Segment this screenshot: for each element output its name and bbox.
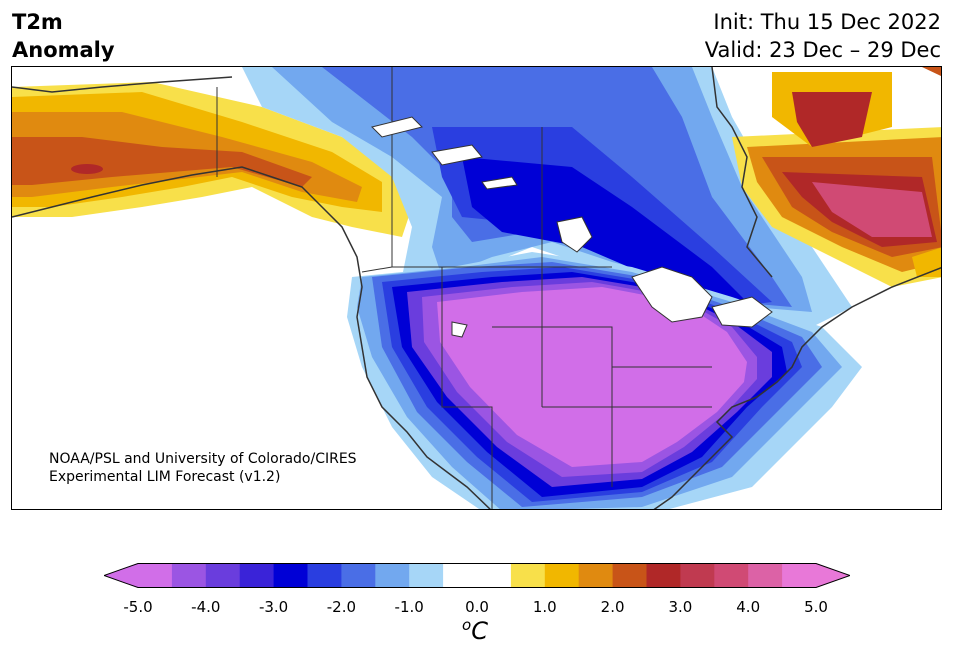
eastern-canada-warm-region: [732, 67, 941, 287]
credit-line-1: NOAA/PSL and University of Colorado/CIRE…: [49, 451, 357, 467]
colorbar-tick-label: 5.0: [804, 598, 828, 616]
colorbar-segment: [782, 563, 817, 588]
anomaly-map[interactable]: [11, 66, 942, 510]
colorbar-extend-left: [104, 563, 138, 588]
colorbar-segment: [409, 563, 444, 588]
colorbar-segment: [578, 563, 614, 588]
water-bodies: [371, 116, 773, 338]
colorbar-ticks: -5.0 -4.0 -3.0 -2.0 -1.0 0.0 1.0 2.0 3.0 4.0 5.0: [0, 598, 953, 618]
colorbar-segment: [307, 563, 342, 588]
unit-superscript: o: [462, 616, 472, 634]
coastlines: [12, 67, 941, 509]
colorbar-segment: [510, 563, 546, 588]
colorbar-segment: [239, 563, 275, 588]
title-line-2: Anomaly: [12, 38, 115, 62]
colorbar-tick-label: -4.0: [191, 598, 221, 616]
credit-text: NOAA/PSL and University of Colorado/CIRE…: [49, 450, 357, 486]
unit-base: C: [471, 617, 488, 645]
colorbar-tick-label: 1.0: [532, 598, 557, 616]
colorbar-segment: [477, 563, 512, 588]
colorbar-segment: [138, 563, 173, 588]
colorbar-tick-label: -5.0: [123, 598, 153, 616]
colorbar-tick-label: -1.0: [394, 598, 424, 616]
colorbar-tick-label: 3.0: [668, 598, 693, 616]
alaska-warm-region: [12, 82, 412, 237]
colorbar-segment: [714, 563, 749, 588]
colorbar-segment: [341, 563, 376, 588]
title-line-1: T2m: [12, 10, 63, 34]
date-info: Init: Thu 15 Dec 2022 Valid: 23 Dec – 29…: [705, 8, 941, 64]
colorbar-segment: [273, 563, 308, 588]
colorbar-segment: [443, 563, 478, 588]
colorbar-segment: [612, 563, 647, 588]
colorbar-segment: [375, 563, 410, 588]
colorbar-tick-label: 0.0: [465, 598, 489, 616]
unit-label: oC: [462, 616, 488, 645]
borders: [216, 67, 712, 509]
credit-line-2: Experimental LIM Forecast (v1.2): [49, 469, 281, 485]
valid-date: Valid: 23 Dec – 29 Dec: [704, 38, 941, 62]
colorbar-segment: [544, 563, 580, 588]
colorbar-segment: [646, 563, 681, 588]
init-date: Init: Thu 15 Dec 2022: [713, 10, 941, 34]
colorbar-tick-label: -2.0: [326, 598, 357, 616]
colorbar-segment: [748, 563, 783, 588]
map-title: T2m Anomaly: [12, 8, 115, 64]
colorbar-outline: [104, 563, 850, 588]
colorbar-segment: [171, 563, 207, 588]
colorbar-tick-label: -3.0: [258, 598, 289, 616]
colorbar-tick-label: 4.0: [736, 598, 761, 616]
colorbar: [104, 563, 850, 588]
colorbar-tick-label: 2.0: [600, 598, 625, 616]
map-canvas: [12, 67, 941, 509]
colorbar-segment: [205, 563, 241, 588]
colorbar-segment: [680, 563, 715, 588]
colorbar-extend-right: [816, 563, 850, 588]
